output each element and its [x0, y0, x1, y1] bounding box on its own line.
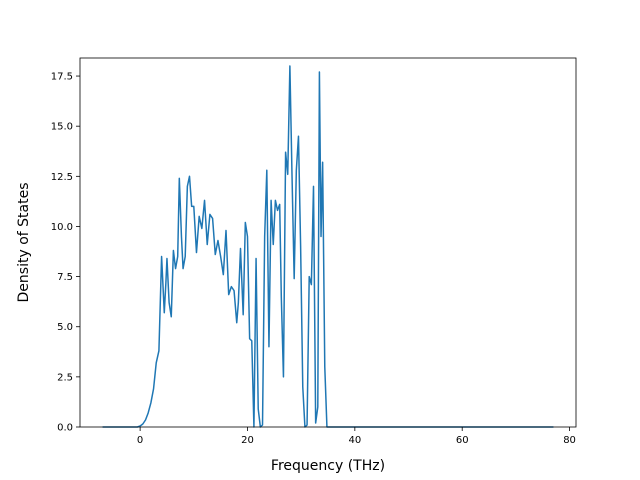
x-tick-label: 20 [241, 435, 254, 446]
x-tick-label: 60 [456, 435, 469, 446]
y-tick-label: 15.0 [51, 122, 73, 133]
y-axis-ticks: 0.0 2.5 5.0 7.5 10.0 12.5 15.0 17.5 [51, 72, 80, 434]
y-tick-label: 17.5 [51, 72, 73, 83]
x-tick-label: 0 [137, 435, 143, 446]
dos-series-line [102, 65, 554, 428]
x-tick-label: 40 [348, 435, 361, 446]
chart-marks [102, 65, 554, 428]
y-tick-label: 5.0 [57, 322, 73, 333]
plot-frame [79, 57, 577, 428]
x-axis-label: Frequency (THz) [271, 458, 385, 474]
x-tick-label: 80 [563, 435, 576, 446]
y-tick-label: 0.0 [57, 423, 73, 434]
y-tick-label: 12.5 [51, 172, 73, 183]
y-tick-label: 2.5 [57, 372, 73, 383]
y-tick-label: 7.5 [57, 272, 73, 283]
x-axis-ticks: 0 20 40 60 80 [137, 427, 576, 446]
y-axis-label: Density of States [16, 183, 32, 303]
y-tick-label: 10.0 [51, 222, 73, 233]
